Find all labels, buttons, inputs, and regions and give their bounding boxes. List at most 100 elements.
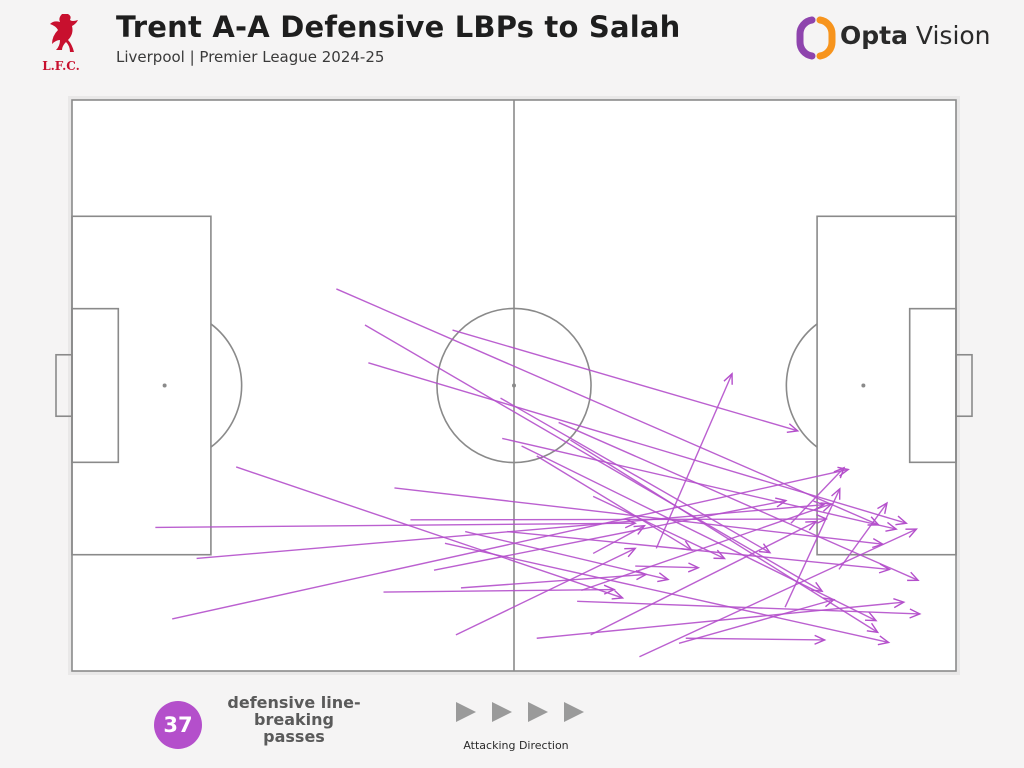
- pass-arrowhead: [866, 622, 880, 634]
- pass-line: [383, 588, 615, 593]
- brand-name: Opta Vision: [840, 21, 991, 50]
- pass-arrowhead: [893, 597, 906, 609]
- attacking-direction-arrows: [456, 702, 584, 722]
- pass-arrowhead: [775, 497, 788, 508]
- centre-circle: [436, 307, 592, 464]
- pass-line: [685, 637, 825, 641]
- pass-arrowhead: [805, 520, 818, 531]
- liverbird-icon: L.F.C.: [42, 14, 80, 73]
- pass-line: [521, 445, 877, 622]
- attacking-direction-label: Attacking Direction: [463, 739, 569, 752]
- pass-line: [639, 528, 917, 658]
- play-arrow-icon: [528, 702, 548, 722]
- pass-arrows: [155, 288, 922, 658]
- penalty-arc-right: [785, 323, 818, 448]
- pass-arrowhead: [633, 524, 647, 535]
- pass-arrowhead: [820, 502, 834, 512]
- pass-line: [410, 518, 827, 521]
- pass-arrowhead: [624, 518, 637, 529]
- pass-arrow: [452, 329, 800, 434]
- pass-line: [577, 600, 920, 615]
- pitch-markings: [55, 96, 973, 675]
- pass-arrow: [460, 570, 648, 589]
- goal-right: [955, 353, 973, 418]
- play-arrow-icon: [456, 702, 476, 722]
- pass-arrow: [577, 600, 922, 619]
- pass-line: [336, 288, 879, 526]
- pass-arrowhead: [831, 487, 841, 500]
- pass-arrow: [558, 421, 920, 582]
- pass-line: [235, 466, 623, 599]
- pass-arrow: [383, 584, 616, 595]
- play-arrow-icon: [564, 702, 584, 722]
- pass-arrowhead: [822, 597, 836, 608]
- pass-arrowhead: [687, 562, 701, 573]
- pass-arrow: [455, 547, 637, 636]
- pass-line: [500, 397, 771, 554]
- pass-arrowhead: [786, 423, 800, 434]
- pass-arrow: [635, 562, 701, 573]
- pass-count-badge: 37: [154, 701, 202, 749]
- pass-line: [590, 520, 817, 636]
- opta-vision-logo: Opta Vision: [796, 16, 996, 60]
- pass-arrowhead: [878, 563, 892, 574]
- pass-line: [655, 373, 733, 549]
- pass-line: [433, 499, 787, 571]
- pass-line: [460, 573, 647, 589]
- pass-line: [155, 522, 636, 529]
- pass-arrow: [678, 597, 836, 644]
- pass-arrowhead: [907, 571, 920, 582]
- pass-arrowhead: [865, 611, 878, 622]
- centre-spot: [512, 383, 516, 388]
- pass-arrowhead: [624, 547, 637, 558]
- pass-line: [364, 324, 823, 592]
- pass-arrowhead: [909, 608, 922, 619]
- club-logo-text: L.F.C.: [42, 59, 80, 73]
- pass-arrow: [521, 445, 878, 622]
- pass-arrow: [444, 542, 891, 646]
- pass-line: [536, 455, 693, 551]
- pass-line: [570, 439, 879, 633]
- pass-line: [452, 329, 798, 432]
- pass-arrow: [433, 497, 788, 571]
- pass-line: [635, 565, 699, 569]
- pass-arrowhead: [877, 501, 888, 514]
- play-arrow-icon: [492, 702, 512, 722]
- pass-arrow: [790, 466, 846, 524]
- pass-arrow: [784, 487, 841, 608]
- pass-arrowhead: [877, 635, 891, 646]
- pass-line: [784, 488, 841, 608]
- pass-arrow: [838, 501, 888, 570]
- pass-arrowhead: [611, 589, 625, 600]
- pass-arrow: [590, 520, 818, 636]
- pass-arrowhead: [603, 584, 616, 595]
- pass-arrowhead: [895, 515, 908, 526]
- pass-arrow: [155, 518, 637, 529]
- pass-arrowhead: [885, 521, 898, 532]
- pass-line: [172, 468, 849, 620]
- pass-arrow: [570, 439, 880, 634]
- pass-arrowhead: [905, 528, 918, 538]
- pass-line: [455, 547, 636, 636]
- pass-count: 37: [163, 713, 193, 737]
- penalty-spot-left: [162, 383, 167, 388]
- brand-name-bold: Opta: [840, 21, 908, 50]
- pass-arrowhead: [723, 372, 733, 385]
- pass-arrowhead: [814, 634, 827, 645]
- pass-arrow: [581, 502, 834, 592]
- pass-line: [558, 421, 919, 581]
- pass-arrow: [235, 466, 625, 600]
- pass-arrow: [685, 634, 827, 645]
- pass-arrowhead: [657, 572, 670, 583]
- pass-arrowhead: [635, 570, 648, 581]
- pass-arrow: [592, 524, 647, 555]
- goal-left: [55, 353, 73, 418]
- pass-line: [790, 467, 845, 524]
- pass-arrow: [655, 372, 733, 549]
- pass-line: [838, 502, 888, 570]
- page-subtitle: Liverpool | Premier League 2024-25: [116, 48, 385, 66]
- opta-logo-icon: [796, 16, 836, 60]
- pass-line: [581, 503, 832, 592]
- pass-line: [592, 525, 645, 555]
- penalty-arc-left: [210, 323, 243, 448]
